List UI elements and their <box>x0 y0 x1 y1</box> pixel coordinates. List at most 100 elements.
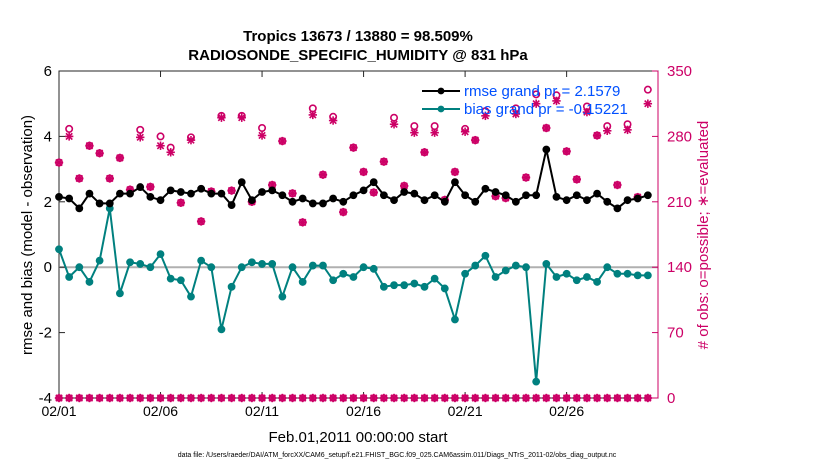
bias-point <box>400 281 409 290</box>
bias-point <box>278 292 287 301</box>
obs-zero-evaluated-point <box>186 393 196 403</box>
x-tick-label: 02/16 <box>346 403 381 419</box>
rmse-point <box>440 197 449 206</box>
obs-zero-evaluated-point <box>379 393 389 403</box>
obs-zero-evaluated-point-stroke <box>552 394 561 402</box>
obs-evaluated-point-stroke <box>288 189 297 198</box>
bias-point <box>166 274 175 283</box>
obs-zero-evaluated-point <box>146 393 155 403</box>
rmse-point <box>187 189 195 198</box>
bias-point <box>511 261 520 270</box>
obs-zero-evaluated-point-stroke <box>430 394 439 402</box>
rmse-point <box>349 191 358 200</box>
obs-zero-evaluated-point <box>562 393 571 403</box>
obs-zero-evaluated-point <box>54 393 64 403</box>
obs-zero-evaluated-point-stroke <box>248 394 256 402</box>
plot-area: 02/01 02/06 02/11 02/16 02/21 02/26 -4 -2 0 2 4 6 0 7… <box>39 63 692 419</box>
obs-zero-evaluated-point-stroke <box>441 394 449 402</box>
obs-evaluated-point-stroke <box>319 170 327 179</box>
rmse-point <box>532 191 541 200</box>
data-file-footer: data file: /Users/raeder/DAI/ATM_forcXX/… <box>178 452 617 459</box>
bias-point <box>491 273 500 281</box>
obs-evaluated-point-stroke <box>329 116 337 125</box>
obs-zero-evaluated-point-stroke <box>55 394 63 402</box>
obs-zero-evaluated-point <box>501 393 510 403</box>
obs-evaluated-point <box>278 136 287 146</box>
obs-evaluated-point <box>460 127 470 136</box>
obs-evaluated-point <box>75 174 84 183</box>
rmse-point <box>207 189 216 198</box>
rmse-point <box>562 196 571 205</box>
obs-evaluated-point <box>531 99 541 108</box>
obs-zero-evaluated-point-stroke <box>471 394 479 402</box>
obs-evaluated-point-stroke <box>177 199 185 207</box>
obs-evaluated-point-stroke <box>116 154 124 162</box>
bias-point <box>187 292 195 301</box>
obs-zero-evaluated-point <box>623 393 632 403</box>
obs-evaluated-point-stroke <box>217 113 226 122</box>
obs-zero-evaluated-point-stroke <box>106 394 114 402</box>
obs-zero-evaluated-point-stroke <box>593 394 601 402</box>
obs-zero-evaluated-point-stroke <box>461 394 469 402</box>
obs-evaluated-point <box>379 157 389 166</box>
bias-point <box>116 289 124 298</box>
obs-zero-evaluated-point <box>217 393 226 403</box>
obs-zero-evaluated-point-stroke <box>258 394 266 402</box>
obs-zero-evaluated-point <box>410 393 419 403</box>
obs-zero-evaluated-point-stroke <box>532 394 540 402</box>
obs-evaluated-point-stroke <box>471 136 479 144</box>
bias-point <box>583 273 591 281</box>
rmse-point <box>603 197 612 206</box>
obs-evaluated-point <box>399 181 409 191</box>
obs-zero-evaluated-point <box>359 393 368 403</box>
bias-point <box>572 276 581 285</box>
bias-point <box>227 282 236 291</box>
obs-zero-evaluated-point <box>440 393 449 403</box>
obs-zero-evaluated-point <box>420 393 429 403</box>
obs-zero-evaluated-point-stroke <box>359 394 368 402</box>
obs-zero-evaluated-point-stroke <box>400 394 408 402</box>
obs-evaluated-point-stroke <box>603 127 611 135</box>
obs-evaluated-point <box>552 96 561 106</box>
bias-point <box>339 269 348 278</box>
obs-evaluated-point-stroke <box>65 132 73 141</box>
legend-bias-marker <box>437 105 445 113</box>
obs-evaluated-point-stroke <box>644 99 652 108</box>
obs-zero-evaluated-point <box>389 393 399 403</box>
obs-evaluated-point-stroke <box>309 111 317 119</box>
obs-evaluated-point-stroke <box>623 126 632 134</box>
bias-point <box>319 261 327 270</box>
y-tick-label-left: 2 <box>44 194 52 211</box>
y-axis-label-left: rmse and bias (model - observation) <box>19 115 36 355</box>
rmse-point <box>288 197 297 206</box>
obs-zero-evaluated-point <box>521 393 531 403</box>
bias-point <box>643 271 652 280</box>
obs-zero-evaluated-point <box>460 393 470 403</box>
obs-evaluated-point <box>359 167 368 177</box>
obs-zero-evaluated-point-stroke <box>512 394 520 402</box>
obs-evaluated-point-stroke <box>238 113 246 122</box>
obs-evaluated-point <box>410 128 419 137</box>
rmse-point <box>65 194 74 203</box>
obs-zero-evaluated-point <box>278 393 287 403</box>
obs-evaluated-point-stroke <box>552 97 561 105</box>
y-tick-label-left: -2 <box>39 325 52 342</box>
rmse-point <box>379 191 388 200</box>
bias-point <box>471 261 480 270</box>
obs-evaluated-point <box>257 131 267 140</box>
obs-possible-point <box>258 123 267 132</box>
rmse-point <box>572 191 581 200</box>
obs-zero-evaluated-point <box>531 393 541 403</box>
obs-zero-evaluated-point <box>511 393 521 403</box>
legend-bias-label: bias grand pr = -0.15221 <box>464 101 628 118</box>
rmse-point <box>55 192 63 201</box>
obs-evaluated-point <box>156 141 165 150</box>
obs-evaluated-point <box>196 217 206 226</box>
x-tick-label: 02/01 <box>41 403 76 419</box>
obs-zero-evaluated-point <box>481 393 490 403</box>
obs-evaluated-point-stroke <box>593 131 601 140</box>
obs-evaluated-point-stroke <box>298 218 307 227</box>
rmse-point <box>166 186 175 195</box>
rmse-point <box>95 199 104 208</box>
obs-evaluated-point <box>288 189 297 198</box>
